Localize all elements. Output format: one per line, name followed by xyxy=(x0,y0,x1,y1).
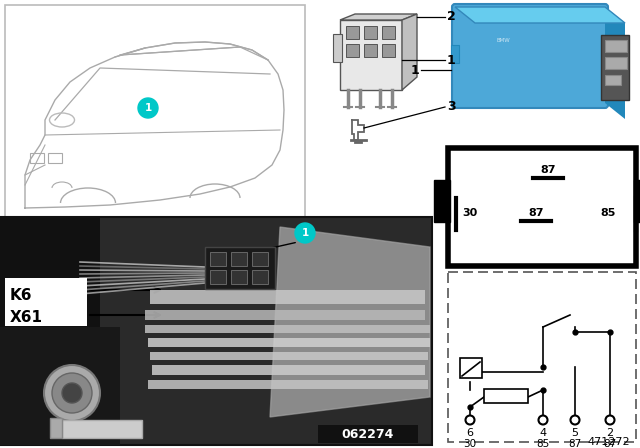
Bar xyxy=(634,180,640,222)
Text: 5: 5 xyxy=(572,428,579,438)
Text: 1: 1 xyxy=(410,64,419,77)
Bar xyxy=(382,26,395,39)
Bar xyxy=(346,26,359,39)
Bar xyxy=(5,5,305,217)
Bar xyxy=(62,420,142,438)
Circle shape xyxy=(138,98,158,118)
Text: 30: 30 xyxy=(462,208,477,218)
Text: 30: 30 xyxy=(463,439,477,448)
Bar xyxy=(231,270,247,284)
Bar xyxy=(434,180,450,222)
Bar xyxy=(340,20,402,90)
Circle shape xyxy=(44,365,100,421)
Bar xyxy=(5,278,87,326)
Text: X61: X61 xyxy=(10,310,43,326)
Bar xyxy=(448,272,636,442)
Bar xyxy=(364,26,377,39)
Bar xyxy=(145,325,430,333)
Bar xyxy=(210,270,226,284)
Bar xyxy=(150,290,425,304)
FancyBboxPatch shape xyxy=(452,4,608,108)
Bar xyxy=(231,252,247,266)
Bar xyxy=(50,418,62,438)
Circle shape xyxy=(52,373,92,413)
Bar xyxy=(252,252,268,266)
Text: 2: 2 xyxy=(447,10,456,23)
Bar xyxy=(145,310,425,320)
Polygon shape xyxy=(605,7,625,119)
Text: 87: 87 xyxy=(540,165,556,175)
Text: K6: K6 xyxy=(10,288,33,302)
Bar xyxy=(364,44,377,57)
Text: 062274: 062274 xyxy=(342,427,394,440)
Text: BMW: BMW xyxy=(496,38,510,43)
Circle shape xyxy=(605,415,614,425)
Bar xyxy=(148,338,430,347)
Text: 471272: 471272 xyxy=(588,437,630,447)
Circle shape xyxy=(295,223,315,243)
Text: 4: 4 xyxy=(540,428,547,438)
Polygon shape xyxy=(605,40,627,52)
Bar xyxy=(448,148,636,266)
Polygon shape xyxy=(340,14,417,20)
Bar xyxy=(0,217,100,327)
Bar xyxy=(152,365,425,375)
Bar xyxy=(205,247,275,289)
Bar xyxy=(346,44,359,57)
Bar xyxy=(451,45,459,63)
Polygon shape xyxy=(270,227,430,417)
Text: 87: 87 xyxy=(568,439,582,448)
Bar xyxy=(333,34,342,62)
Circle shape xyxy=(538,415,547,425)
Text: 85: 85 xyxy=(536,439,550,448)
Circle shape xyxy=(62,383,82,403)
Text: 87: 87 xyxy=(604,439,616,448)
Text: 2: 2 xyxy=(607,428,614,438)
Circle shape xyxy=(570,415,579,425)
Text: 1: 1 xyxy=(145,103,152,113)
Text: 6: 6 xyxy=(467,428,474,438)
Bar xyxy=(318,425,418,443)
Bar xyxy=(0,327,120,445)
Bar xyxy=(210,252,226,266)
Bar xyxy=(601,35,629,100)
Polygon shape xyxy=(455,7,625,23)
Bar xyxy=(252,270,268,284)
Polygon shape xyxy=(402,14,417,90)
Bar xyxy=(148,380,428,389)
Bar xyxy=(150,352,428,360)
Text: 85: 85 xyxy=(600,208,616,218)
Text: 87: 87 xyxy=(528,208,544,218)
Bar xyxy=(48,153,62,163)
Bar xyxy=(382,44,395,57)
Text: 1: 1 xyxy=(447,53,456,66)
Polygon shape xyxy=(605,75,621,85)
Text: 3: 3 xyxy=(447,100,456,113)
Bar xyxy=(460,358,482,378)
Circle shape xyxy=(465,415,474,425)
Bar xyxy=(30,153,44,163)
Bar xyxy=(0,217,432,445)
Polygon shape xyxy=(605,57,627,69)
Text: 1: 1 xyxy=(301,228,308,238)
Bar xyxy=(484,389,528,403)
